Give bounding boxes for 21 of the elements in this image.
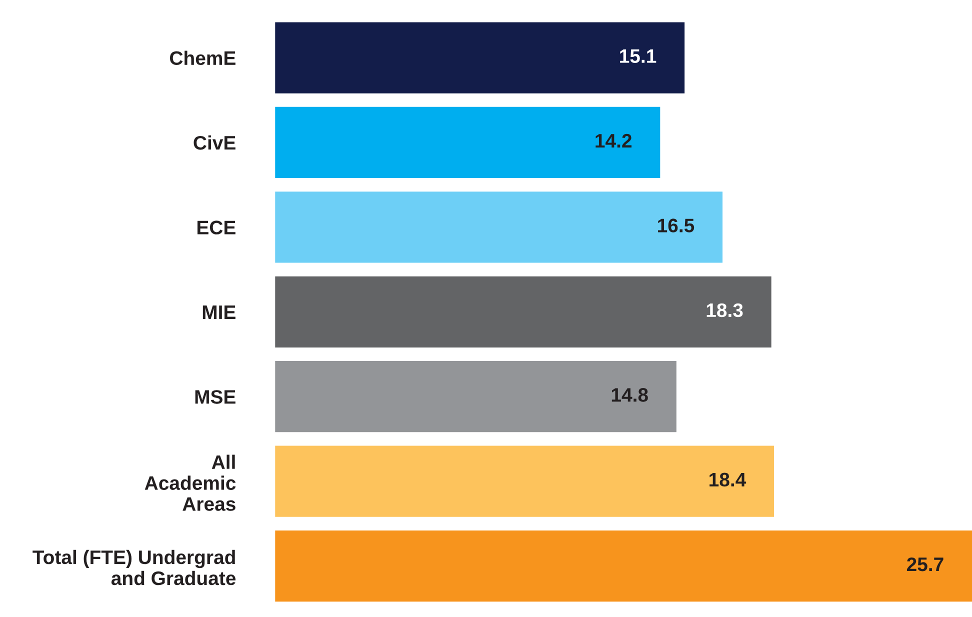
data-label: 16.5: [658, 218, 694, 232]
bar: [275, 361, 676, 432]
data-label: 25.7: [906, 557, 944, 572]
data-label: 14.2: [596, 134, 632, 148]
bar: [275, 192, 723, 263]
y-tick-label: All Academic Areas: [144, 454, 236, 511]
bar: [275, 276, 772, 348]
data-label: 15.1: [620, 49, 656, 63]
data-label: 18.4: [710, 472, 746, 487]
y-tick-label: ChemE: [170, 50, 236, 66]
bar: [275, 22, 685, 94]
bar: [275, 446, 774, 517]
data-label: 18.3: [706, 303, 743, 318]
bar: [275, 530, 972, 602]
data-label: 14.8: [612, 388, 648, 402]
y-tick-label: MSE: [195, 390, 236, 404]
y-tick-label: CivE: [194, 135, 236, 150]
y-tick-label: ECE: [198, 220, 236, 234]
y-tick-label: MIE: [202, 306, 236, 319]
bar: [275, 106, 660, 178]
y-tick-label: Total (FTE) Undergrad and Graduate: [32, 550, 236, 586]
